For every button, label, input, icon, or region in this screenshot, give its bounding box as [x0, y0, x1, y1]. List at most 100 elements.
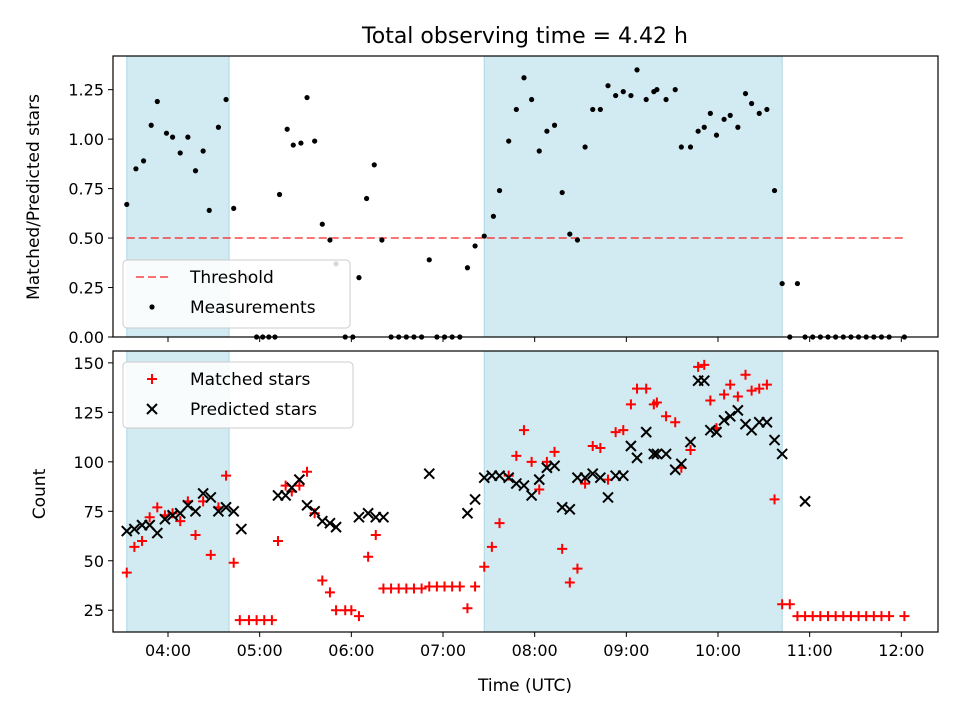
- predicted-stars-point: [768, 434, 781, 446]
- predicted-stars-point: [461, 507, 474, 519]
- predicted-stars-point: [423, 467, 435, 480]
- matched-stars-point: [190, 530, 201, 541]
- measurement-point: [707, 110, 713, 116]
- x-tick-label: 07:00: [420, 641, 466, 660]
- x-tick-label: 06:00: [328, 641, 374, 660]
- measurement-point: [613, 92, 619, 99]
- matched-stars-point: [526, 456, 537, 467]
- matched-stars-point: [732, 391, 743, 402]
- matched-stars-point: [370, 530, 381, 541]
- predicted-stars-point: [159, 513, 171, 525]
- predicted-stars-point: [718, 414, 730, 426]
- predicted-stars-point: [732, 404, 744, 417]
- predicted-stars-point: [675, 458, 688, 470]
- measurement-point: [185, 134, 191, 140]
- top-legend-label: Measurements: [190, 298, 316, 318]
- measurement-point: [284, 126, 290, 132]
- measurement-point: [192, 168, 199, 174]
- x-tick-label: 08:00: [512, 641, 558, 660]
- measurement-point: [490, 213, 497, 219]
- predicted-stars-point: [625, 440, 637, 452]
- measurement-point: [695, 128, 701, 134]
- measurement-point: [663, 96, 669, 103]
- bottom-y-tick-label: 125: [73, 403, 104, 422]
- x-axis-label: Time (UTC): [477, 676, 572, 696]
- legend-predicted-swatch: [146, 403, 158, 415]
- x-tick-label: 12:00: [878, 641, 924, 660]
- bottom-y-tick-label: 25: [84, 601, 104, 620]
- legend-matched-swatch: [147, 374, 157, 384]
- matched-stars-point: [518, 425, 529, 436]
- measurement-point: [140, 158, 147, 164]
- matched-stars-point: [266, 615, 277, 626]
- top-legend-label: Threshold: [189, 268, 274, 288]
- matched-stars-point: [494, 518, 505, 529]
- bottom-legend-box: [122, 361, 354, 429]
- predicted-stars-point: [594, 471, 607, 484]
- matched-stars-point: [580, 478, 591, 489]
- predicted-stars-point: [698, 374, 710, 387]
- matched-stars-point: [137, 535, 148, 546]
- matched-stars-point: [641, 383, 652, 394]
- predicted-stars-point: [330, 521, 342, 533]
- measurement-point: [634, 67, 640, 73]
- matched-stars-point: [884, 611, 895, 622]
- measurement-point: [597, 106, 603, 113]
- measurement-point: [605, 83, 611, 89]
- predicted-stars-point: [704, 424, 717, 436]
- measurement-point: [701, 124, 707, 130]
- measurement-point: [312, 138, 318, 144]
- measurement-point: [742, 90, 749, 97]
- matched-stars-point: [273, 535, 283, 546]
- measurement-point: [735, 124, 741, 130]
- measurement-point: [215, 124, 222, 130]
- matched-stars-point: [761, 379, 772, 390]
- predicted-stars-point: [220, 501, 232, 514]
- measurement-point: [713, 132, 720, 138]
- measurement-point: [672, 87, 678, 93]
- predicted-stars-point: [128, 523, 141, 535]
- bottom-shaded-span-1: [483, 350, 783, 633]
- predicted-stars-point: [279, 489, 292, 502]
- matched-stars-point: [175, 516, 186, 527]
- measurement-point: [169, 134, 176, 140]
- matched-stars-point: [549, 446, 560, 457]
- top-axes-frame: [112, 55, 939, 338]
- predicted-stars-point: [710, 426, 723, 438]
- matched-stars-point: [479, 561, 490, 572]
- measurement-point: [756, 110, 762, 116]
- matched-stars-point: [693, 361, 704, 372]
- bottom-panel: 25 50 75 100 125 150 04:00 05:00 06:00 07:00 08:00…: [73, 350, 939, 660]
- matched-stars-point: [221, 470, 232, 481]
- measurement-point: [654, 87, 660, 93]
- measurement-point: [567, 231, 573, 237]
- matched-stars-point: [144, 512, 155, 523]
- bottom-y-tick-label: 50: [84, 552, 104, 571]
- predicted-stars-point: [579, 471, 591, 484]
- predicted-stars-point: [533, 473, 545, 486]
- measurement-point: [276, 191, 283, 198]
- matched-stars-point: [294, 480, 305, 491]
- measurement-point: [133, 166, 139, 172]
- predicted-stars-point: [227, 505, 240, 517]
- matched-stars-point: [234, 615, 245, 626]
- predicted-stars-point: [799, 495, 811, 508]
- predicted-stars-point: [235, 523, 248, 535]
- chart-title: Total observing time = 4.42 h: [361, 24, 688, 49]
- matched-stars-point: [486, 541, 497, 552]
- matched-stars-point: [346, 605, 357, 616]
- predicted-stars-point: [525, 489, 538, 502]
- predicted-stars-point: [724, 410, 736, 423]
- predicted-stars-point: [651, 448, 663, 460]
- measurement-point: [356, 275, 362, 281]
- measurement-point: [529, 96, 535, 103]
- measurement-point: [327, 237, 333, 243]
- matched-stars-point: [610, 427, 621, 438]
- matched-stars-point: [587, 440, 598, 451]
- matched-stars-point: [511, 450, 522, 461]
- predicted-stars-point: [684, 436, 697, 448]
- matched-stars-point: [454, 581, 465, 592]
- top-y-tick-label: 1.25: [68, 81, 104, 100]
- matched-stars-point: [754, 383, 765, 394]
